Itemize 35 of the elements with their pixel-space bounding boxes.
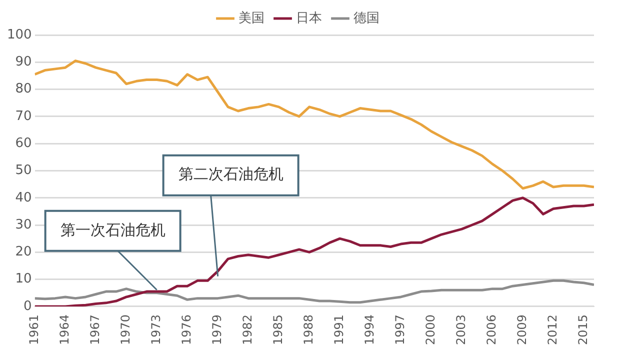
y-tick-label: 20 bbox=[15, 244, 32, 260]
x-tick-label: 2006 bbox=[484, 314, 498, 346]
x-tick-label: 1967 bbox=[88, 314, 102, 346]
x-tick-label: 1979 bbox=[210, 314, 224, 346]
y-tick-label: 40 bbox=[15, 190, 32, 206]
x-tick-label: 1988 bbox=[301, 314, 316, 346]
x-tick-label: 1970 bbox=[118, 314, 132, 346]
x-tick-label: 1961 bbox=[26, 314, 41, 346]
annotation: 第一次石油危机 bbox=[60, 220, 166, 239]
x-tick-label: 1976 bbox=[179, 314, 194, 346]
y-tick-label: 50 bbox=[15, 163, 32, 178]
x-tick-label: 2012 bbox=[545, 314, 560, 346]
x-tick-label: 1991 bbox=[332, 314, 346, 346]
x-tick-label: 2015 bbox=[576, 314, 590, 346]
y-tick-label: 60 bbox=[15, 136, 32, 151]
x-tick-label: 2003 bbox=[454, 314, 468, 346]
x-tick-label: 1994 bbox=[362, 314, 376, 346]
y-tick-label: 70 bbox=[15, 108, 32, 124]
y-tick-label: 80 bbox=[15, 82, 32, 97]
legend-label: 美国 bbox=[238, 10, 264, 26]
y-tick-label: 90 bbox=[15, 54, 32, 70]
x-tick-label: 2000 bbox=[423, 314, 438, 346]
x-tick-label: 1985 bbox=[270, 314, 285, 346]
legend-label: 日本 bbox=[296, 10, 322, 26]
x-tick-label: 1997 bbox=[392, 314, 407, 346]
annotation: 第二次石油危机 bbox=[178, 165, 284, 184]
y-tick-label: 30 bbox=[15, 217, 32, 232]
x-tick-label: 1973 bbox=[148, 314, 163, 346]
y-tick-label: 0 bbox=[24, 298, 32, 314]
x-tick-label: 1964 bbox=[57, 314, 72, 346]
x-tick-label: 2009 bbox=[514, 314, 529, 346]
y-tick-label: 10 bbox=[15, 272, 32, 287]
x-tick-label: 1982 bbox=[240, 314, 254, 346]
y-tick-label: 100 bbox=[6, 27, 32, 42]
legend-label: 德国 bbox=[353, 10, 380, 26]
